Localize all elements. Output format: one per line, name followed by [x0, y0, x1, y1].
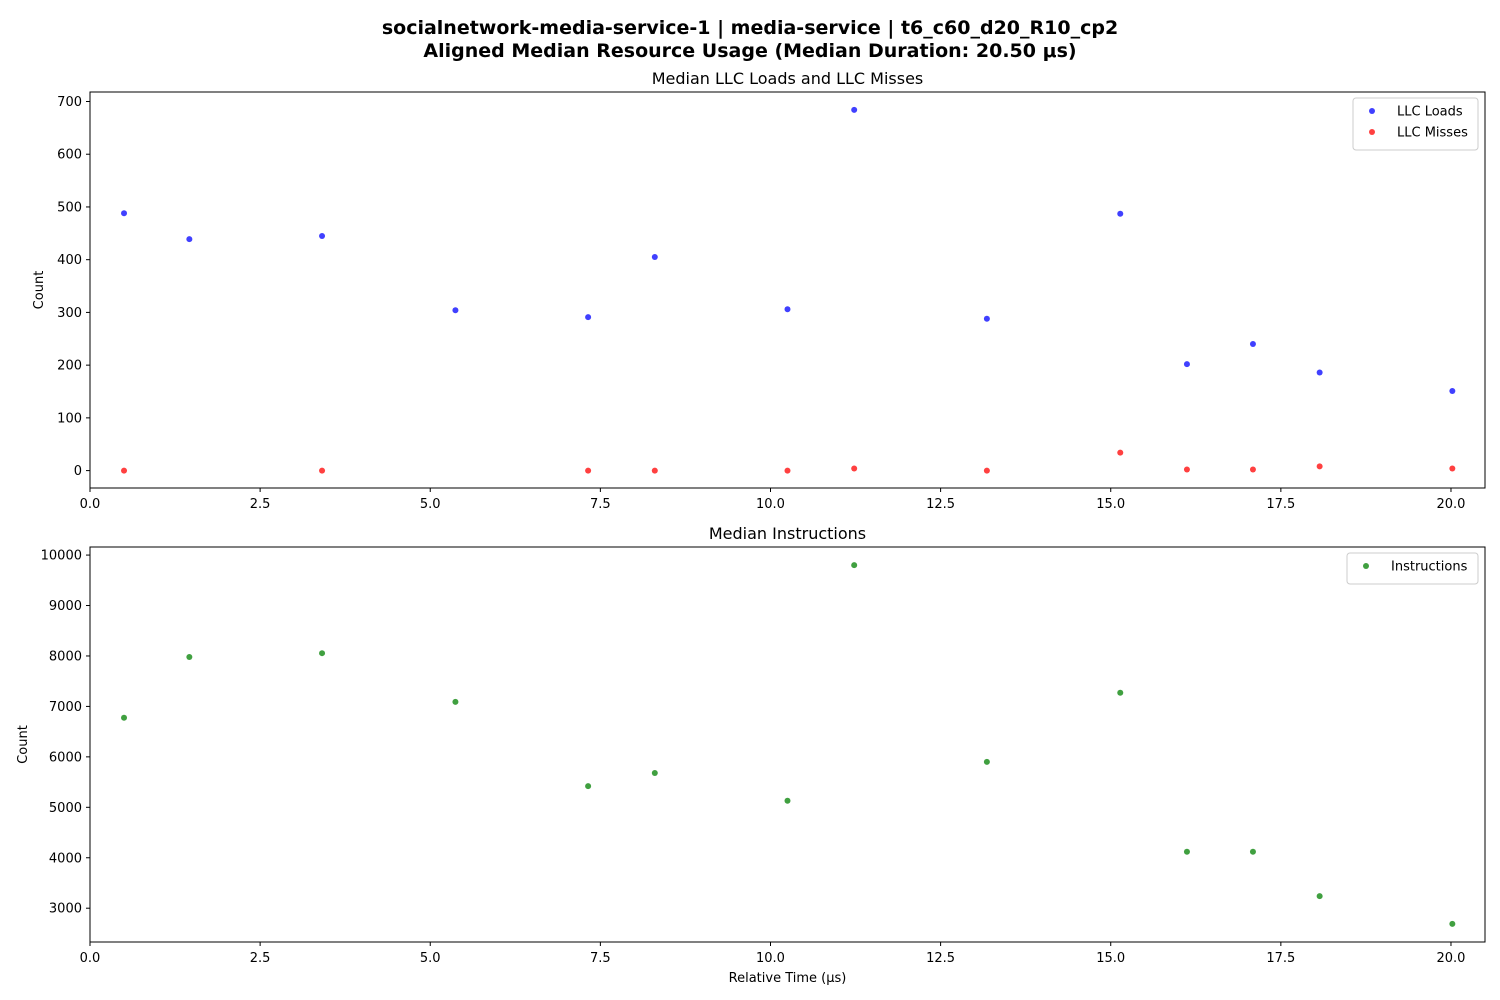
- llc-loads-point: [319, 232, 326, 239]
- llc-misses-point: [1183, 466, 1190, 473]
- legend-marker: [1369, 129, 1375, 135]
- instructions-point: [186, 653, 193, 660]
- x-tick-label: 2.5: [250, 497, 271, 512]
- x-tick-label: 17.5: [1266, 497, 1295, 512]
- x-tick-label: 20.0: [1436, 497, 1465, 512]
- legend-label: Instructions: [1391, 560, 1468, 575]
- instructions-point: [452, 698, 459, 705]
- instructions-point: [983, 758, 990, 765]
- llc-misses-point: [1316, 463, 1323, 470]
- x-tick-label: 12.5: [926, 951, 955, 966]
- x-tick-label: 7.5: [590, 497, 611, 512]
- llc-misses-point: [1249, 466, 1256, 473]
- x-tick-label: 7.5: [590, 951, 611, 966]
- llc-misses-point: [784, 467, 791, 474]
- instructions-point: [319, 650, 326, 657]
- legend: LLC Loads LLC Misses: [1352, 97, 1479, 151]
- x-axis-label: Relative Time (μs): [729, 971, 847, 986]
- instructions-point: [1449, 920, 1456, 927]
- legend-box: [1352, 97, 1479, 151]
- x-tick-label: 12.5: [926, 497, 955, 512]
- y-axis-label: Count: [16, 725, 31, 764]
- llc-loads-point: [121, 210, 128, 217]
- llc-misses-point: [319, 467, 326, 474]
- y-tick-label: 300: [57, 306, 82, 321]
- y-tick-label: 5000: [49, 801, 82, 816]
- legend: Instructions: [1346, 552, 1479, 585]
- llc-loads-point: [1449, 387, 1456, 394]
- instructions-point: [1183, 848, 1190, 855]
- llc-misses-point: [983, 467, 990, 474]
- plot-frame: [89, 546, 1486, 943]
- figure-title-line-1: socialnetwork-media-service-1 | media-se…: [381, 17, 1119, 39]
- y-tick-label: 4000: [49, 851, 82, 866]
- instructions-point: [784, 797, 791, 804]
- x-tick-label: 10.0: [756, 497, 785, 512]
- legend-marker: [1363, 563, 1369, 569]
- llc-loads-point: [851, 106, 858, 113]
- x-tick-label: 17.5: [1266, 951, 1295, 966]
- instructions-point: [651, 770, 658, 777]
- y-tick-label: 0: [74, 464, 82, 479]
- llc-loads-point: [585, 314, 592, 321]
- legend-label: LLC Misses: [1397, 126, 1468, 141]
- y-tick-label: 100: [57, 411, 82, 426]
- y-tick-label: 10000: [41, 549, 82, 564]
- llc-loads-point: [1117, 210, 1124, 217]
- llc-misses-point: [1449, 465, 1456, 472]
- llc-misses-point: [121, 467, 128, 474]
- y-axis-label: Count: [32, 271, 47, 310]
- instructions-panel: Median Instructions 0.0 2.5 5.0 7.5 10.0 12.5 1…: [16, 524, 1486, 986]
- figure-title-line-2: Aligned Median Resource Usage (Median Du…: [423, 40, 1077, 62]
- llc-misses-point: [851, 465, 858, 472]
- x-tick-label: 15.0: [1096, 951, 1125, 966]
- legend-box: [1346, 552, 1479, 585]
- chart-title: Median LLC Loads and LLC Misses: [652, 69, 924, 88]
- x-tick-label: 5.0: [420, 951, 441, 966]
- y-tick-label: 7000: [49, 700, 82, 715]
- llc-loads-point: [983, 315, 990, 322]
- llc-loads-point: [784, 306, 791, 313]
- x-tick-label: 15.0: [1096, 497, 1125, 512]
- instructions-point: [1249, 848, 1256, 855]
- instructions-point: [851, 562, 858, 569]
- y-tick-label: 6000: [49, 750, 82, 765]
- y-tick-label: 200: [57, 359, 82, 374]
- y-tick-label: 9000: [49, 599, 82, 614]
- llc-loads-point: [186, 236, 193, 243]
- instructions-point: [121, 714, 128, 721]
- chart-title: Median Instructions: [709, 524, 866, 543]
- legend-label: LLC Loads: [1397, 105, 1463, 120]
- y-tick-label: 600: [57, 148, 82, 163]
- llc-misses-point: [585, 467, 592, 474]
- x-tick-label: 5.0: [420, 497, 441, 512]
- plot-frame: [89, 91, 1486, 489]
- x-tick-label: 0.0: [80, 951, 101, 966]
- y-tick-label: 500: [57, 200, 82, 215]
- llc-loads-point: [1183, 361, 1190, 368]
- llc-loads-point: [452, 307, 459, 314]
- instructions-point: [1117, 689, 1124, 696]
- y-tick-label: 8000: [49, 649, 82, 664]
- y-tick-label: 3000: [49, 902, 82, 917]
- legend-marker: [1369, 108, 1375, 114]
- y-tick-label: 400: [57, 253, 82, 268]
- x-tick-label: 10.0: [756, 951, 785, 966]
- llc-panel: Median LLC Loads and LLC Misses 0.0 2.5 5.0…: [32, 69, 1486, 512]
- instructions-point: [585, 783, 592, 790]
- x-tick-label: 2.5: [250, 951, 271, 966]
- llc-misses-point: [651, 467, 658, 474]
- instructions-point: [1316, 893, 1323, 900]
- x-tick-label: 0.0: [80, 497, 101, 512]
- y-tick-label: 700: [57, 95, 82, 110]
- llc-loads-point: [1316, 369, 1323, 376]
- x-tick-label: 20.0: [1436, 951, 1465, 966]
- llc-loads-point: [651, 254, 658, 261]
- llc-loads-point: [1249, 341, 1256, 348]
- llc-misses-point: [1117, 449, 1124, 456]
